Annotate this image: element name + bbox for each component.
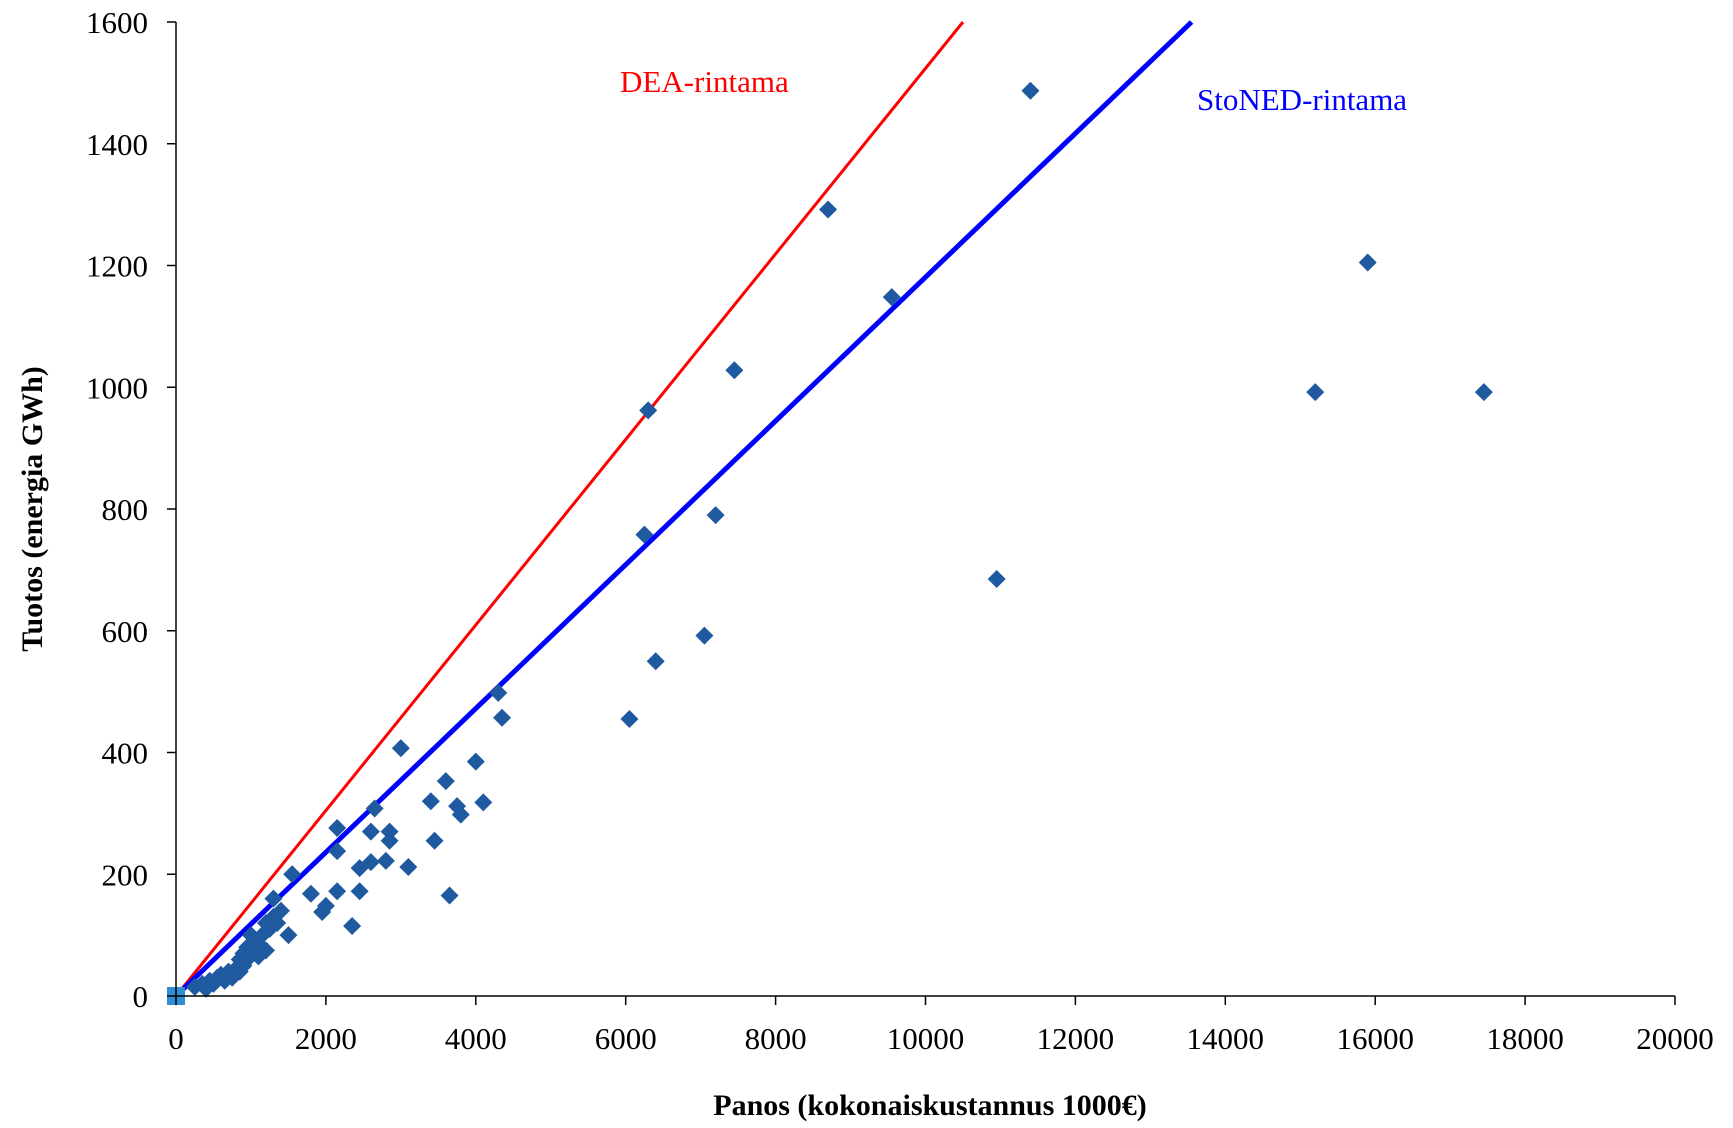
y-tick-label: 200: [102, 857, 149, 892]
x-tick-label: 12000: [1037, 1021, 1115, 1056]
y-tick-label: 1200: [86, 249, 148, 284]
y-axis-title: Tuotos (energia GWh): [16, 366, 49, 652]
x-tick-label: 14000: [1187, 1021, 1265, 1056]
data-point: [361, 853, 380, 872]
data-point: [328, 882, 347, 901]
data-point: [264, 889, 283, 908]
x-tick-label: 0: [168, 1021, 184, 1056]
data-point: [256, 941, 275, 960]
data-point: [1306, 383, 1325, 402]
y-tick-label: 800: [102, 492, 149, 527]
data-point: [421, 792, 440, 811]
data-point: [695, 626, 714, 645]
data-point: [283, 865, 302, 884]
data-point: [620, 710, 639, 729]
data-point: [474, 793, 493, 812]
data-point: [489, 683, 508, 702]
data-point: [391, 739, 410, 758]
data-point: [271, 901, 290, 920]
data-point: [639, 401, 658, 420]
data-point: [436, 772, 455, 791]
data-point: [328, 842, 347, 861]
data-point: [987, 570, 1006, 589]
data-point: [343, 916, 362, 935]
data-point: [725, 361, 744, 380]
y-tick-label: 600: [102, 614, 149, 649]
data-points: [167, 81, 1493, 1005]
data-point: [466, 752, 485, 771]
data-point: [241, 941, 260, 960]
data-point: [425, 831, 444, 850]
data-point: [328, 818, 347, 837]
data-point: [706, 506, 725, 525]
x-tick-label: 18000: [1486, 1021, 1564, 1056]
data-point: [316, 896, 335, 915]
stoned-frontier-line: [174, 20, 1194, 998]
y-tick-label: 1000: [86, 370, 148, 405]
data-point: [1021, 81, 1040, 100]
data-point: [361, 822, 380, 841]
data-point: [365, 799, 384, 818]
data-point: [882, 288, 901, 307]
dea-frontier-line: [174, 21, 965, 997]
data-point: [350, 882, 369, 901]
y-tick-label: 0: [133, 979, 149, 1014]
axes: [175, 22, 1675, 997]
x-tick-label: 16000: [1336, 1021, 1414, 1056]
data-point: [399, 857, 418, 876]
y-tick-label: 1600: [86, 5, 148, 40]
x-tick-label: 4000: [445, 1021, 507, 1056]
data-point: [646, 652, 665, 671]
data-point: [1358, 253, 1377, 272]
x-tick-label: 10000: [887, 1021, 965, 1056]
y-tick-label: 1400: [86, 127, 148, 162]
x-tick-label: 8000: [745, 1021, 807, 1056]
data-point: [493, 708, 512, 727]
x-axis-title: Panos (kokonaiskustannus 1000€): [713, 1089, 1147, 1122]
x-tick-label: 20000: [1636, 1021, 1714, 1056]
x-tick-label: 6000: [595, 1021, 657, 1056]
data-point: [819, 200, 838, 219]
data-point: [279, 926, 298, 945]
data-point: [635, 525, 654, 544]
data-point: [380, 831, 399, 850]
frontier-lines: [174, 20, 1194, 998]
y-tick-label: 400: [102, 736, 149, 771]
data-point: [440, 886, 459, 905]
data-point: [238, 950, 257, 969]
data-point: [380, 822, 399, 841]
stoned-frontier-label: StoNED-rintama: [1197, 82, 1407, 117]
data-point: [241, 926, 260, 945]
ticks: 0 2000 4000 6000 8000 10000 12000 14000 16000 180…: [86, 5, 1714, 1056]
x-tick-label: 2000: [295, 1021, 357, 1056]
data-point: [376, 851, 395, 870]
dea-frontier-label: DEA-rintama: [620, 64, 789, 99]
data-point: [301, 884, 320, 903]
data-point: [451, 805, 470, 824]
data-point: [1474, 383, 1493, 402]
